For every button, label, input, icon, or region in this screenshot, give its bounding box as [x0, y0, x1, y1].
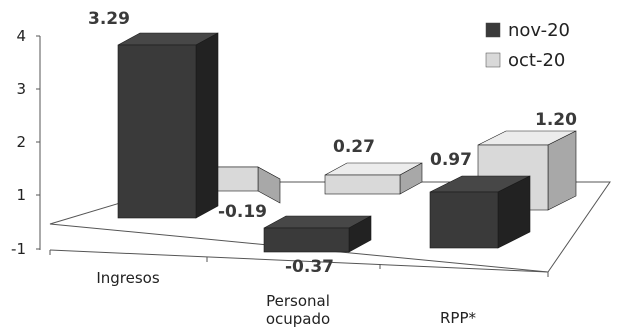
data-label: 3.29: [88, 9, 130, 29]
legend: nov-20 oct-20: [485, 20, 570, 71]
x-axis-line: [49, 249, 549, 273]
bar-nov-20-2-front: [429, 191, 499, 249]
legend-label: nov-20: [508, 20, 570, 41]
category-label: RPP*: [440, 309, 477, 327]
data-label: 1.20: [535, 110, 577, 130]
data-label: 0.97: [430, 150, 472, 170]
bar-oct-20-1-front: [324, 174, 401, 195]
category-label: ocupado: [266, 310, 330, 328]
y-tick-label: 4: [16, 27, 26, 45]
legend-label: oct-20: [508, 50, 565, 71]
bar-oct-20-2-side: [547, 130, 577, 211]
bar-nov-20-1: [263, 215, 372, 253]
bar-nov-20-1-front: [263, 227, 350, 253]
legend-swatch-nov-20: [485, 22, 501, 38]
y-tick-label: 2: [16, 133, 26, 151]
data-label: -0.37: [285, 257, 334, 277]
bar-nov-20-0: [117, 32, 219, 219]
y-tick-label: 1: [16, 186, 26, 204]
category-label: Ingresos: [96, 269, 160, 287]
data-labels: 3.29 -0.19 -0.37 0.27 0.97 1.20: [88, 9, 577, 277]
y-tick-label: -1: [11, 240, 26, 258]
bar-nov-20-0-front: [117, 44, 197, 219]
bar-nov-20-0-side: [195, 32, 219, 219]
data-label: 0.27: [333, 137, 375, 157]
bar-nov-20-2: [429, 175, 531, 249]
bar-oct-20-1: [324, 162, 423, 195]
data-label: -0.19: [218, 202, 267, 222]
y-axis: -1 1 2 3 4: [11, 27, 549, 277]
category-label: Personal: [266, 292, 330, 310]
y-tick-label: 3: [16, 80, 26, 98]
bars: [117, 32, 577, 253]
legend-swatch-oct-20: [485, 52, 501, 68]
